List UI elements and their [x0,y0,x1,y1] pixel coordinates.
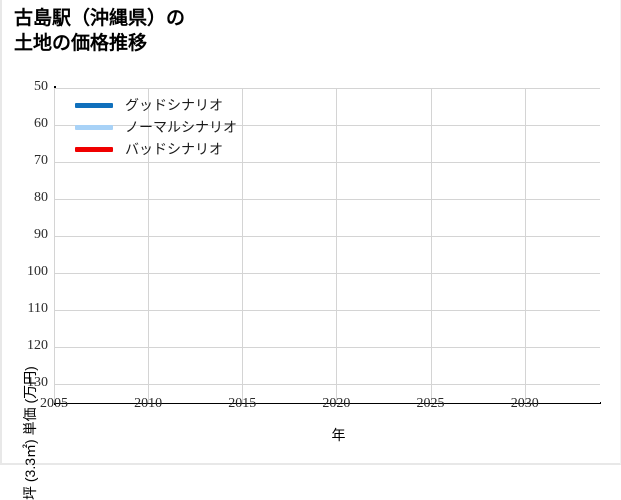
x-tick-label: 2015 [228,396,257,411]
gridline-vertical [242,88,244,403]
gridline-horizontal [54,384,600,386]
y-tick-label: 100 [27,264,48,280]
y-tick-label: 80 [34,190,48,206]
y-axis-title: 坪 (3.3㎡) 単価 (万円) [22,366,38,500]
x-tick-label: 2020 [322,396,351,411]
y-tick-label: 70 [34,153,48,169]
legend-item-label: グッドシナリオ [125,97,223,113]
y-tick-label: 60 [34,116,48,132]
gridline-vertical [336,88,338,403]
gridline-horizontal [54,199,600,201]
legend-item-label: ノーマルシナリオ [125,119,237,135]
y-tick-label: 50 [34,79,48,94]
plot-area: 130 120 110 100 90 80 70 60 50 2005 2010 2015 2020 20… [27,79,600,411]
legend-item-label: バッドシナリオ [125,141,223,157]
gridline-vertical [430,88,432,403]
gridline-vertical [54,88,55,403]
x-axis-line [54,402,601,404]
x-tick-label: 2010 [134,396,163,411]
y-tick-label: 120 [27,338,48,354]
gridline-horizontal [54,236,600,238]
legend-item[interactable]: グッドシナリオ [75,94,237,116]
legend: グッドシナリオ ノーマルシナリオ バッドシナリオ [71,92,243,162]
y-tick-label: 130 [27,375,48,391]
x-axis-title: 年 [331,427,346,443]
page-title: 古島駅（沖縄県）の 土地の価格推移 [14,8,186,55]
plot-background [54,88,600,403]
legend-color-swatch [75,102,113,108]
y-tick-label: 90 [34,227,48,243]
gridline-horizontal [54,162,600,164]
gridline-horizontal [54,125,600,127]
gridline-vertical [524,88,526,403]
gridline-horizontal [54,273,600,275]
y-tick-label: 110 [27,301,48,317]
gridline-horizontal [54,310,600,312]
legend-color-swatch [75,146,113,152]
legend-color-swatch [75,124,113,130]
legend-item[interactable]: ノーマルシナリオ [75,116,237,138]
x-tick-label: 2030 [510,396,539,411]
legend-item[interactable]: バッドシナリオ [75,138,237,160]
gridline-vertical [148,88,150,403]
x-tick-label: 2025 [416,396,445,411]
x-tick-label: 2005 [40,396,68,411]
gridline-horizontal [54,88,600,89]
gridline-horizontal [54,347,600,349]
